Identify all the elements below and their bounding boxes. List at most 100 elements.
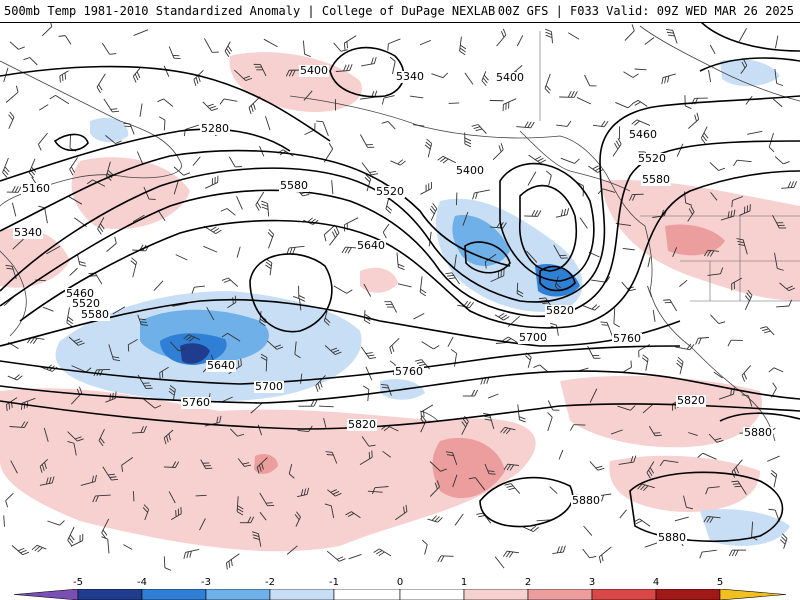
- contour-label: 5820: [546, 304, 574, 317]
- wind-barb: [676, 356, 684, 375]
- wind-barb: [504, 483, 521, 494]
- wind-barb: [261, 200, 270, 217]
- wind-barb: [445, 272, 460, 285]
- wind-barb: [641, 354, 649, 371]
- wind-barb: [86, 179, 106, 187]
- wind-barb: [362, 385, 370, 402]
- wind-barb: [371, 486, 389, 495]
- wind-barb: [587, 345, 601, 359]
- wind-barb: [516, 121, 535, 129]
- wind-barb: [137, 314, 148, 326]
- wind-barb: [80, 474, 97, 486]
- wind-barb: [588, 165, 604, 173]
- wind-barb: [484, 253, 497, 269]
- wind-barb: [203, 225, 222, 234]
- wind-barb: [239, 516, 255, 524]
- wind-barb: [429, 480, 440, 497]
- wind-barb: [591, 276, 611, 283]
- wind-barb: [546, 170, 552, 186]
- wind-barb: [545, 28, 553, 44]
- wind-barb: [684, 95, 692, 110]
- wind-barb: [139, 103, 143, 117]
- wind-barb: [170, 507, 182, 520]
- colorbar-segment: [399, 589, 465, 600]
- wind-barb: [38, 205, 48, 224]
- wind-barb: [731, 480, 747, 495]
- wind-barb: [248, 96, 261, 115]
- wind-barb: [39, 476, 55, 486]
- wind-barb: [46, 245, 61, 255]
- wind-barb: [384, 301, 398, 313]
- wind-barb: [360, 346, 377, 359]
- wind-barb: [169, 341, 186, 352]
- wind-barb: [158, 116, 166, 131]
- wind-barb: [153, 280, 164, 291]
- contour-label: 5700: [519, 331, 547, 344]
- wind-barb: [303, 217, 319, 225]
- wind-barb: [123, 544, 133, 550]
- wind-barb: [488, 393, 499, 399]
- wind-barb: [767, 455, 780, 462]
- contour-label: 5280: [201, 122, 229, 135]
- wind-barb: [203, 245, 218, 253]
- wind-barb: [397, 283, 412, 288]
- wind-barb: [637, 483, 655, 492]
- wind-barb: [31, 544, 47, 553]
- wind-barb: [327, 489, 342, 497]
- wind-barb: [619, 509, 627, 519]
- wind-barb: [779, 282, 796, 292]
- wind-barb: [502, 550, 520, 558]
- wind-barb: [527, 171, 537, 186]
- wind-barb: [130, 257, 138, 278]
- wind-barb: [159, 366, 169, 380]
- map-header: 500mb Temp 1981-2010 Standardized Anomal…: [0, 0, 800, 22]
- contour-label: 5580: [280, 179, 308, 192]
- wind-barb: [381, 95, 395, 105]
- wind-barb: [127, 339, 138, 352]
- wind-barb: [710, 192, 718, 201]
- wind-barb: [5, 492, 14, 508]
- contour-label: 5580: [642, 173, 670, 186]
- wind-barb: [324, 503, 335, 519]
- wind-barb: [323, 224, 336, 242]
- wind-barb: [42, 306, 54, 312]
- wind-barb: [708, 69, 712, 83]
- wind-barb: [163, 461, 180, 468]
- wind-barb: [652, 309, 656, 322]
- wind-barb: [260, 353, 268, 372]
- wind-barb: [703, 515, 721, 523]
- wind-barb: [69, 157, 78, 176]
- colorbar-max-extension: [719, 589, 787, 600]
- wind-barb: [437, 155, 457, 164]
- wind-barb: [224, 41, 233, 57]
- wind-barb: [544, 73, 551, 94]
- wind-barb: [300, 373, 303, 384]
- wind-barb: [624, 24, 635, 41]
- wind-barb: [66, 307, 74, 328]
- wind-barb: [500, 426, 516, 435]
- wind-barb: [121, 457, 134, 472]
- colorbar-min-extension: [13, 589, 79, 600]
- contour-label: 5820: [677, 394, 705, 407]
- wind-barb: [335, 64, 353, 72]
- wind-barb: [600, 321, 613, 337]
- wind-barb: [20, 397, 36, 410]
- wind-barb: [697, 452, 717, 460]
- wind-barb: [318, 405, 334, 408]
- wind-barb: [225, 553, 240, 570]
- wind-barb: [708, 433, 724, 443]
- wind-barb: [105, 135, 122, 144]
- anomaly-map: 5400 5340 5400 5280 5460 5520 5580 5400 …: [0, 22, 800, 579]
- wind-barb: [101, 536, 110, 554]
- wind-barb: [615, 101, 634, 109]
- wind-barb: [11, 202, 17, 217]
- wind-barb: [367, 490, 383, 493]
- wind-barb: [172, 302, 188, 307]
- wind-barb: [8, 111, 15, 129]
- wind-barb: [298, 399, 318, 407]
- contour-label: 5520: [72, 297, 100, 310]
- wind-barb: [70, 533, 84, 547]
- wind-barb: [481, 71, 489, 87]
- wind-barb: [556, 120, 572, 127]
- wind-barb: [389, 337, 400, 354]
